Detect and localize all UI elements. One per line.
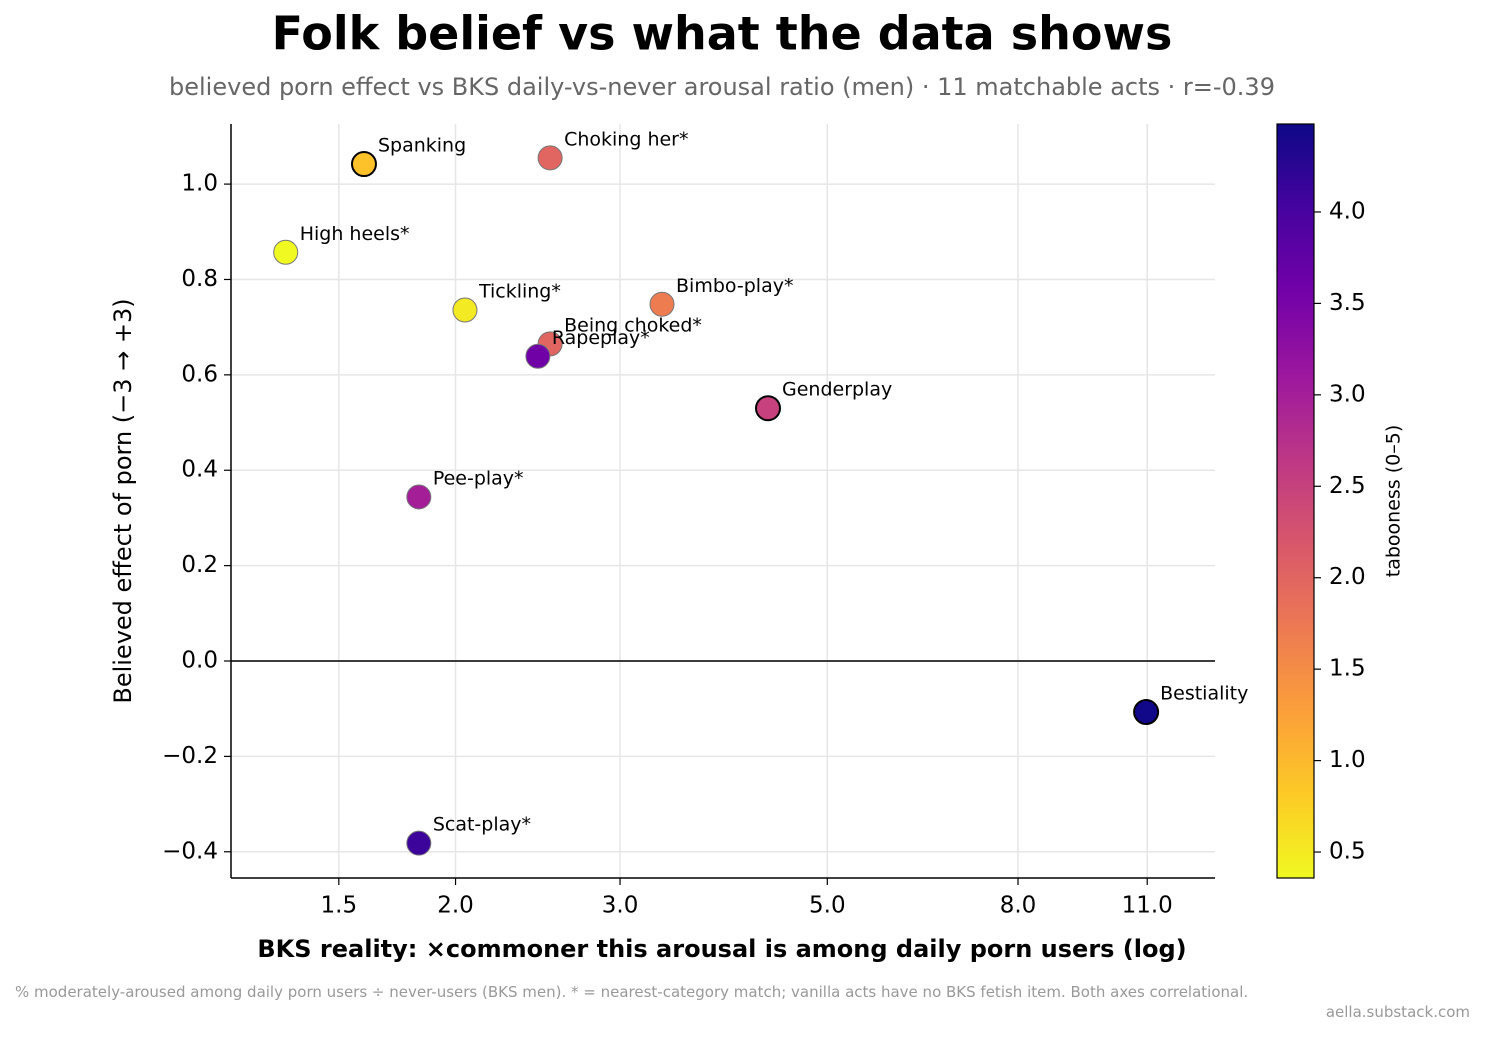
point	[649, 291, 675, 317]
x-tick-label: 2.0	[437, 893, 474, 919]
point-label: High heels*	[300, 223, 410, 245]
colorbar-tick-label: 2.0	[1329, 564, 1366, 590]
y-tick-label: 0.6	[181, 361, 218, 387]
point-label: Scat-play*	[433, 814, 531, 836]
point-label: Spanking	[378, 135, 466, 157]
colorbar-tick-label: 1.5	[1329, 656, 1366, 682]
point-label: Choking her*	[564, 128, 688, 150]
point	[537, 145, 563, 171]
chart-subtitle: believed porn effect vs BKS daily-vs-nev…	[169, 73, 1275, 101]
colorbar-tick-label: 3.5	[1329, 290, 1366, 316]
chart-title: Folk belief vs what the data shows	[272, 7, 1173, 61]
y-tick-label: 1.0	[181, 171, 218, 197]
point-label: Being choked*	[564, 314, 702, 336]
point	[452, 297, 478, 323]
colorbar	[1276, 123, 1315, 879]
point-label: Rapeplay*	[552, 327, 650, 349]
y-tick-label: 0.0	[181, 648, 218, 674]
x-axis-label: BKS reality: ×commoner this arousal is a…	[257, 935, 1186, 963]
y-tick-label: 0.2	[181, 552, 218, 578]
y-axis-label: Believed effect of porn (−3 → +3)	[109, 298, 137, 703]
y-tick-label: 0.4	[181, 457, 218, 483]
colorbar-tick-label: 2.5	[1329, 473, 1366, 499]
y-tick-label: −0.2	[162, 743, 218, 769]
y-tick-label: 0.8	[181, 266, 218, 292]
x-tick-label: 1.5	[321, 893, 358, 919]
x-tick-label: 5.0	[809, 893, 846, 919]
point	[754, 395, 781, 422]
colorbar-tick-label: 1.0	[1329, 747, 1366, 773]
point-label: Bestiality	[1160, 683, 1248, 705]
point	[406, 830, 432, 856]
colorbar-tick-label: 3.0	[1329, 381, 1366, 407]
colorbar-tick-label: 4.0	[1329, 198, 1366, 224]
point	[1133, 699, 1160, 726]
x-tick-label: 3.0	[602, 893, 639, 919]
point-label: Bimbo-play*	[676, 275, 793, 297]
footnote: % moderately-aroused among daily porn us…	[15, 983, 1249, 1001]
x-tick-label: 8.0	[1000, 893, 1037, 919]
point-label: Tickling*	[478, 280, 561, 302]
point-label: Genderplay	[782, 379, 892, 401]
x-tick-label: 11.0	[1122, 893, 1173, 919]
point	[350, 151, 377, 178]
y-tick-label: −0.4	[162, 838, 218, 864]
source: aella.substack.com	[1325, 1003, 1470, 1021]
colorbar-tick-label: 0.5	[1329, 839, 1366, 865]
point	[406, 484, 432, 510]
point	[525, 343, 551, 369]
point-label: Pee-play*	[433, 467, 524, 489]
colorbar-label: tabooness (0–5)	[1383, 425, 1405, 577]
point	[273, 239, 299, 265]
